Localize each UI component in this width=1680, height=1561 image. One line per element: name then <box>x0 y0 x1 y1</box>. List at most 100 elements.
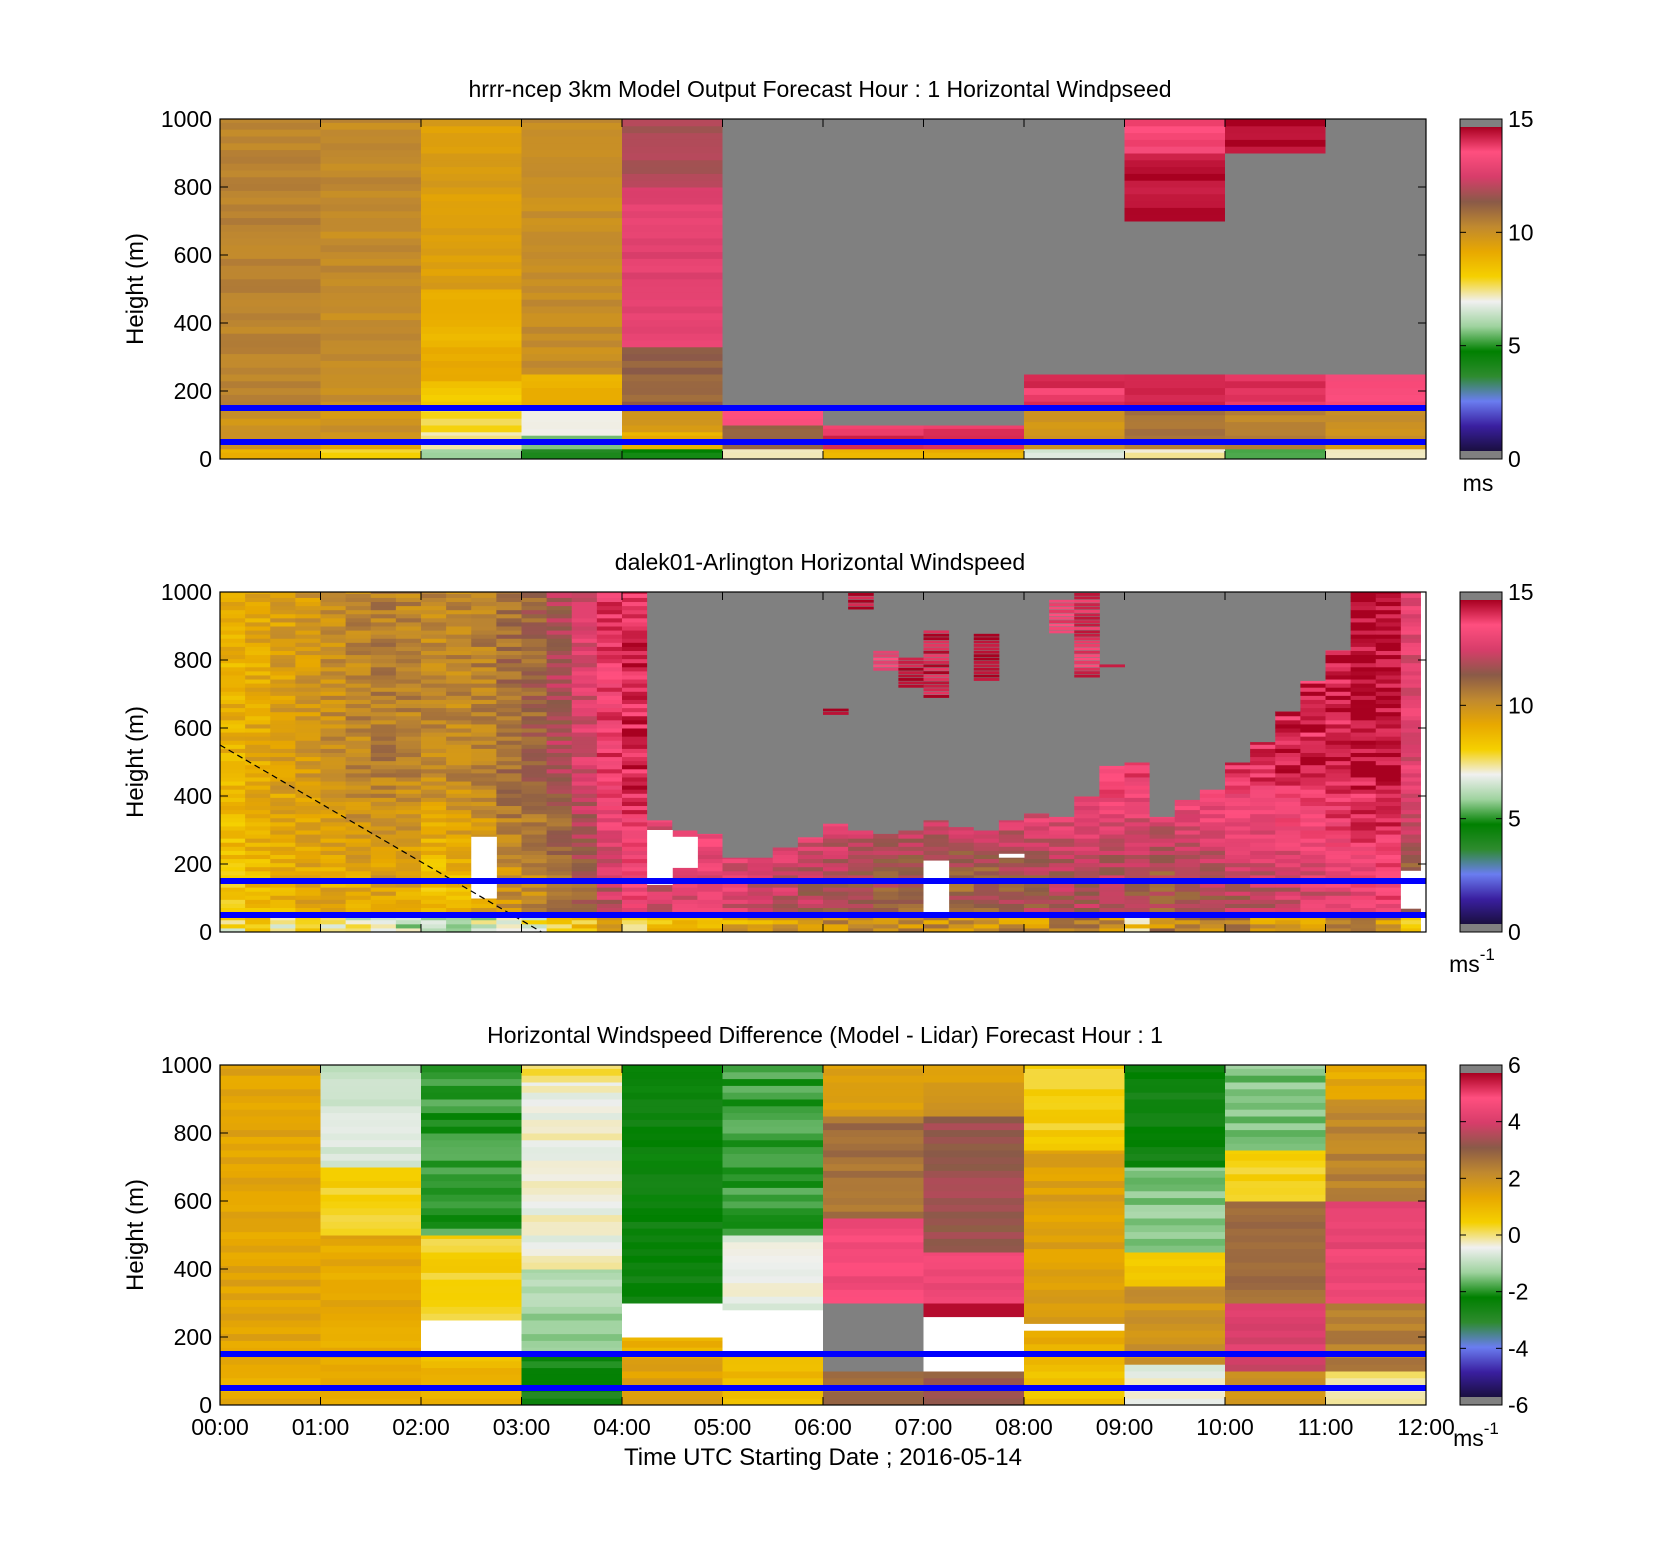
heatmap-cell <box>622 866 648 872</box>
heatmap-cell <box>521 752 548 758</box>
heatmap-cell <box>1124 452 1226 459</box>
heatmap-cell <box>823 1282 924 1290</box>
heatmap-cell <box>421 394 522 402</box>
heatmap-cell <box>571 642 598 647</box>
heatmap-cell <box>295 866 321 872</box>
heatmap-cell <box>421 1299 522 1307</box>
heatmap-cell <box>923 854 950 860</box>
heatmap-cell <box>320 883 347 888</box>
heatmap-cell <box>1049 834 1075 839</box>
heatmap-cell <box>1199 891 1226 896</box>
heatmap-cell <box>1300 850 1326 855</box>
heatmap-cell <box>220 346 321 355</box>
heatmap-cell <box>1325 428 1426 436</box>
heatmap-cell <box>1199 899 1226 904</box>
heatmap-cell <box>421 1228 522 1236</box>
heatmap-cell <box>1174 825 1201 831</box>
speed-patch <box>973 661 1000 664</box>
heatmap-cell <box>521 448 623 453</box>
heatmap-cell <box>1325 919 1352 925</box>
heatmap-cell <box>421 1092 522 1100</box>
heatmap-cell <box>220 679 246 684</box>
heatmap-cell <box>421 870 447 876</box>
heatmap-cell <box>270 821 296 827</box>
heatmap-cell <box>270 846 296 851</box>
heatmap-cell <box>622 772 648 778</box>
heatmap-cell <box>496 858 522 864</box>
heatmap-cell <box>571 707 598 713</box>
heatmap-cell <box>622 452 723 459</box>
heatmap-cell <box>1099 781 1125 786</box>
heatmap-cell <box>1325 1248 1426 1256</box>
heatmap-cell <box>471 923 497 929</box>
heatmap-cell <box>1124 899 1151 904</box>
heatmap-cell <box>395 732 422 737</box>
heatmap-cell <box>446 674 472 680</box>
heatmap-cell <box>521 387 623 395</box>
heatmap-cell <box>622 1221 723 1229</box>
heatmap-cell <box>923 1190 1025 1199</box>
heatmap-cell <box>1225 1095 1326 1103</box>
heatmap-cell <box>697 854 723 860</box>
missing-cell <box>998 592 1025 821</box>
heatmap-cell <box>421 776 447 782</box>
speed-patch <box>823 708 849 712</box>
heatmap-cell <box>823 1068 924 1076</box>
heatmap-cell <box>1174 813 1201 819</box>
heatmap-cell <box>1375 723 1402 729</box>
heatmap-cell <box>521 695 548 700</box>
heatmap-cell <box>421 1391 522 1399</box>
heatmap-cell <box>1225 907 1251 913</box>
heatmap-cell <box>1049 895 1075 900</box>
heatmap-cell <box>471 719 497 725</box>
heatmap-cell <box>1199 813 1226 819</box>
heatmap-cell <box>823 1269 924 1277</box>
heatmap-cell <box>1325 858 1352 864</box>
heatmap-cell <box>245 760 271 766</box>
heatmap-cell <box>320 764 347 770</box>
heatmap-cell <box>622 597 648 603</box>
heatmap-cell <box>220 907 246 913</box>
heatmap-cell <box>345 866 372 872</box>
heatmap-cell <box>722 858 749 864</box>
heatmap-cell <box>320 442 422 450</box>
missing-cell <box>1325 592 1352 651</box>
heatmap-cell <box>320 683 347 688</box>
heatmap-cell <box>1350 723 1377 729</box>
heatmap-cell <box>1199 907 1226 913</box>
heatmap-cell <box>320 183 422 191</box>
heatmap-cell <box>772 887 799 892</box>
heatmap-cell <box>345 903 372 909</box>
heatmap-cell <box>220 899 246 904</box>
heatmap-cell <box>220 707 246 713</box>
heatmap-cell <box>596 801 623 807</box>
speed-patch <box>898 657 924 661</box>
heatmap-cell <box>1024 1187 1125 1195</box>
heatmap-cell <box>1325 1173 1426 1182</box>
heatmap-cell <box>1024 1194 1125 1202</box>
heatmap-cell <box>722 442 824 450</box>
heatmap-cell <box>395 850 422 855</box>
heatmap-cell <box>521 699 548 705</box>
heatmap-cell <box>270 752 296 758</box>
heatmap-cell <box>320 1065 422 1073</box>
heatmap-cell <box>1400 781 1422 786</box>
heatmap-cell <box>496 666 522 672</box>
heatmap-cell <box>421 431 522 436</box>
heatmap-cell <box>546 744 573 749</box>
heatmap-cell <box>1074 842 1100 847</box>
heatmap-cell <box>1400 679 1422 684</box>
heatmap-cell <box>596 695 623 700</box>
heatmap-cell <box>622 1167 723 1175</box>
heatmap-cell <box>948 826 975 831</box>
heatmap-cell <box>521 1173 623 1182</box>
heatmap-cell <box>320 1299 422 1307</box>
heatmap-cell <box>220 850 246 855</box>
heatmap-cell <box>1124 762 1151 766</box>
heatmap-cell <box>220 1190 321 1199</box>
heatmap-cell <box>220 1231 321 1239</box>
heatmap-cell <box>496 887 522 892</box>
heatmap-cell <box>1275 732 1301 737</box>
heatmap-cell <box>521 830 548 835</box>
heatmap-cell <box>345 703 372 709</box>
